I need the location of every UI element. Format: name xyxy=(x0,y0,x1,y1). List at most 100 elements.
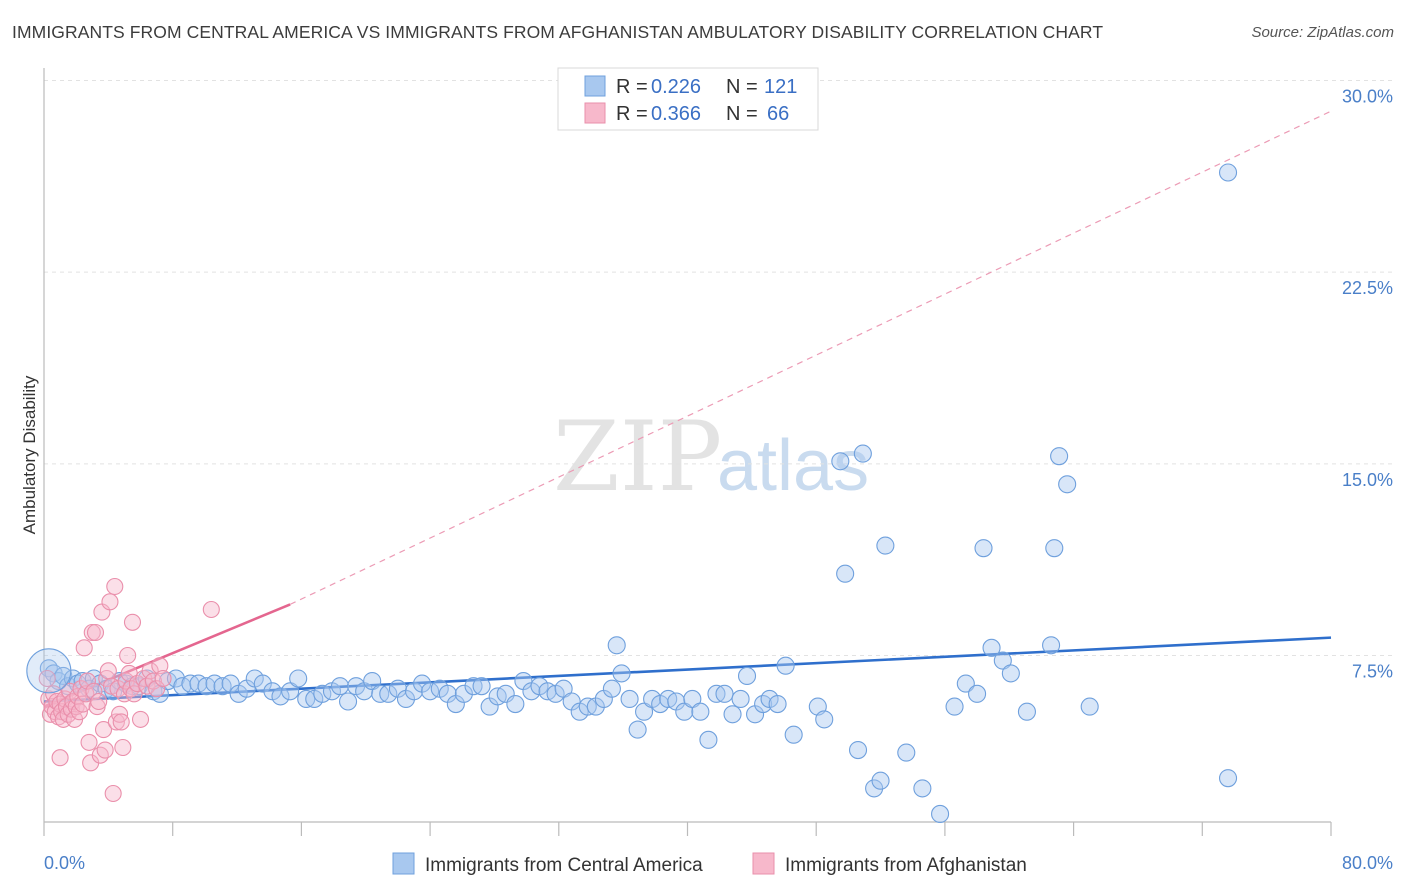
point-s1-26 xyxy=(80,733,98,751)
point-s0-101 xyxy=(831,452,850,471)
y-tick-labels: 7.5% 15.0% 22.5% 30.0% xyxy=(1342,87,1393,682)
point-s0-100 xyxy=(815,710,834,729)
point-s0-123 xyxy=(1080,697,1099,716)
point-s0-75 xyxy=(607,636,626,655)
point-s0-121 xyxy=(1050,447,1069,466)
point-s0-34 xyxy=(271,687,290,706)
point-s0-58 xyxy=(472,677,491,696)
point-s1-41 xyxy=(104,784,122,803)
point-s0-97 xyxy=(776,656,795,675)
point-s0-21 xyxy=(166,669,185,688)
point-s0-84 xyxy=(675,702,694,721)
point-s1-23 xyxy=(75,639,93,657)
series-0-points xyxy=(39,163,1238,823)
point-s1-64 xyxy=(202,600,220,619)
legend-top: R = 0.226 N = 121 R = 0.366 N = 66 xyxy=(557,67,819,131)
gridlines xyxy=(44,80,1393,656)
series-1-points xyxy=(38,577,220,803)
legend-bottom: Immigrants from Central America Immigran… xyxy=(392,852,1027,876)
point-s0-105 xyxy=(865,779,884,798)
point-s1-39 xyxy=(101,593,119,611)
point-s0-91 xyxy=(731,689,750,708)
legend-swatch-afghanistan xyxy=(584,102,606,124)
point-cluster-large xyxy=(26,648,72,694)
point-s0-110 xyxy=(931,804,950,823)
point-s1-62 xyxy=(151,657,169,675)
point-s1-16 xyxy=(64,692,82,711)
point-s0-98 xyxy=(784,725,803,744)
watermark: ZIP atlas xyxy=(553,401,869,513)
legend-r-label-1: R = xyxy=(616,76,648,98)
bottom-legend-swatch-afghanistan xyxy=(752,852,775,875)
point-s0-120 xyxy=(1045,539,1064,558)
point-s0-114 xyxy=(974,539,993,558)
point-s0-115 xyxy=(982,638,1001,657)
point-s0-32 xyxy=(253,674,272,693)
point-s0-104 xyxy=(853,444,872,463)
legend-swatch-central-america xyxy=(584,75,606,97)
data-points xyxy=(26,163,1238,823)
point-s1-42 xyxy=(106,577,124,596)
point-s0-87 xyxy=(699,730,718,749)
point-s0-47 xyxy=(379,684,398,703)
legend-n-value-2: 66 xyxy=(767,103,789,125)
point-s0-112 xyxy=(956,674,975,693)
point-s0-113 xyxy=(968,684,987,703)
point-s1-30 xyxy=(86,623,105,642)
point-s1-38 xyxy=(99,662,117,680)
point-s0-74 xyxy=(602,679,621,698)
x-tick-label-1: 80.0% xyxy=(1342,853,1393,873)
point-s1-53 xyxy=(123,613,142,631)
point-s1-65 xyxy=(51,749,69,767)
point-s0-76 xyxy=(612,664,631,683)
watermark-zip: ZIP xyxy=(553,401,722,513)
point-s0-92 xyxy=(737,666,757,685)
point-s0-119 xyxy=(1042,636,1061,655)
point-s1-50 xyxy=(119,646,137,665)
y-tick-label-2: 22.5% xyxy=(1342,278,1393,298)
point-s0-122 xyxy=(1058,475,1077,494)
point-s0-79 xyxy=(635,702,654,721)
point-s1-54 xyxy=(125,685,143,703)
point-s0-45 xyxy=(363,672,382,691)
legend-r-value-1: 0.226 xyxy=(651,76,701,98)
point-s1-33 xyxy=(91,746,109,764)
point-s1-36 xyxy=(96,741,114,759)
point-s0-103 xyxy=(848,741,868,760)
point-s0-68 xyxy=(554,679,573,698)
point-s1-63 xyxy=(154,669,172,688)
point-s0-96 xyxy=(768,695,787,714)
point-s0-42 xyxy=(339,692,358,711)
point-s0-109 xyxy=(913,779,932,798)
legend-r-label-2: R = xyxy=(616,103,648,125)
point-s0-35 xyxy=(281,682,300,701)
y-tick-label-3: 30.0% xyxy=(1342,87,1393,107)
point-s0-56 xyxy=(454,684,473,703)
bottom-legend-label-afghanistan: Immigrants from Afghanistan xyxy=(785,855,1027,876)
point-s1-32 xyxy=(90,692,108,711)
watermark-atlas: atlas xyxy=(717,426,869,506)
point-s0-41 xyxy=(330,677,350,696)
chart-title: IMMIGRANTS FROM CENTRAL AMERICA VS IMMIG… xyxy=(12,22,1104,42)
point-s1-35 xyxy=(94,721,113,739)
point-s0-102 xyxy=(836,564,855,583)
point-s0-108 xyxy=(897,743,916,762)
y-tick-label-0: 7.5% xyxy=(1352,662,1393,682)
legend-r-value-2: 0.366 xyxy=(651,103,701,125)
point-s0-62 xyxy=(506,695,525,714)
point-s0-90 xyxy=(723,705,742,724)
bottom-legend-label-central-america: Immigrants from Central America xyxy=(425,855,703,876)
legend-n-label-2: N = xyxy=(726,103,758,125)
point-s0-78 xyxy=(628,720,647,739)
point-s1-25 xyxy=(78,672,96,690)
x-tick-labels: 0.0% 80.0% xyxy=(44,853,1393,873)
point-s0-36 xyxy=(289,669,308,688)
source-label: Source: ZipAtlas.com xyxy=(1251,24,1394,41)
legend-n-label-1: N = xyxy=(726,76,758,98)
point-s0-89 xyxy=(715,684,734,703)
point-s1-46 xyxy=(112,713,130,731)
y-tick-label-1: 15.0% xyxy=(1342,470,1393,490)
point-s1-0 xyxy=(38,669,56,688)
point-s0-85 xyxy=(683,689,702,708)
